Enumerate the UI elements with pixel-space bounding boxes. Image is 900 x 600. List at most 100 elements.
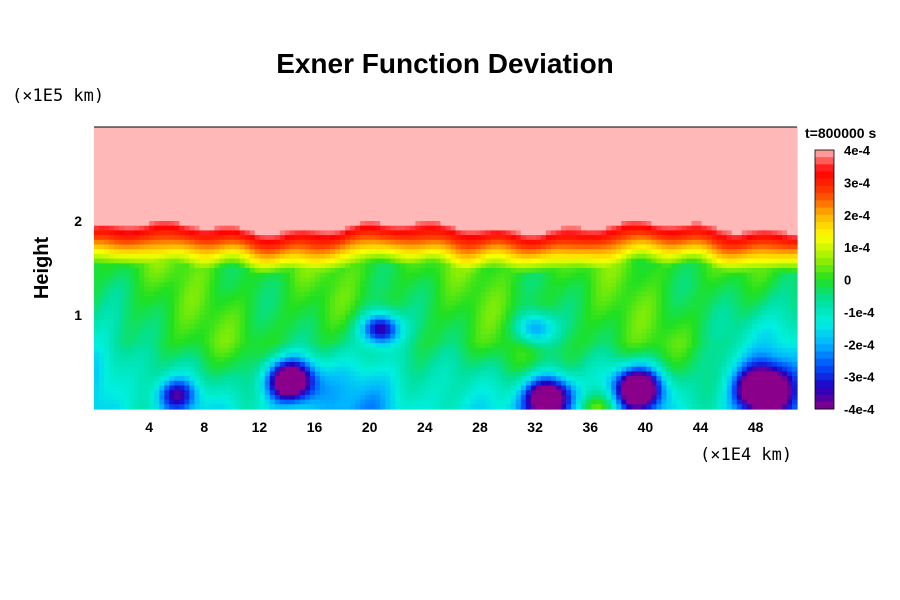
heatmap-cell (530, 230, 537, 236)
heatmap-cell (380, 235, 386, 241)
heatmap-cell (109, 277, 115, 283)
heatmap-cell (505, 216, 512, 222)
heatmap-cell (606, 202, 612, 208)
heatmap-cell (199, 202, 206, 208)
heatmap-cell (299, 141, 306, 147)
heatmap-cell (139, 244, 145, 250)
heatmap-cell (641, 164, 647, 170)
heatmap-cell (249, 221, 256, 227)
heatmap-cell (576, 150, 582, 156)
heatmap-cell (264, 155, 271, 161)
heatmap-cell (686, 253, 693, 260)
heatmap-cell (405, 202, 411, 208)
heatmap-cell (711, 235, 718, 241)
heatmap-cell (239, 192, 246, 199)
heatmap-cell (566, 244, 572, 250)
heatmap-cell (616, 202, 622, 208)
heatmap-cell (234, 258, 241, 264)
heatmap-cell (560, 197, 567, 203)
heatmap-cell (746, 159, 753, 166)
heatmap-cell (254, 206, 261, 213)
heatmap-cell (214, 282, 221, 288)
heatmap-cell (209, 263, 216, 269)
heatmap-cell (761, 258, 768, 264)
heatmap-cell (586, 188, 592, 194)
heatmap-cell (686, 188, 693, 194)
heatmap-cell (304, 164, 311, 170)
heatmap-cell (555, 155, 562, 161)
heatmap-cell (621, 155, 627, 161)
heatmap-cell (154, 141, 160, 147)
heatmap-cell (440, 286, 447, 293)
heatmap-cell (134, 225, 140, 231)
heatmap-cell (420, 249, 427, 255)
heatmap-cell (751, 272, 758, 278)
heatmap-cell (646, 155, 652, 161)
heatmap-cell (134, 230, 140, 236)
heatmap-cell (254, 286, 261, 293)
heatmap-cell (731, 164, 738, 170)
heatmap-cell (340, 277, 346, 283)
heatmap-cell (535, 202, 542, 208)
heatmap-cell (299, 183, 306, 189)
heatmap-cell (465, 272, 472, 278)
heatmap-cell (666, 258, 673, 264)
heatmap-cell (204, 216, 211, 222)
heatmap-cell (249, 183, 256, 189)
heatmap-cell (289, 131, 296, 137)
heatmap-cell (234, 164, 241, 170)
heatmap-cell (606, 131, 612, 137)
heatmap-cell (560, 286, 567, 293)
heatmap-cell (365, 268, 371, 274)
heatmap-cell (99, 253, 105, 260)
heatmap-cell (676, 136, 683, 142)
heatmap-cell (515, 286, 522, 293)
heatmap-cell (154, 192, 160, 199)
heatmap-cell (540, 188, 547, 194)
heatmap-cell (390, 282, 396, 288)
heatmap-cell (530, 206, 537, 213)
heatmap-cell (109, 155, 115, 161)
heatmap-cell (646, 286, 652, 293)
heatmap-cell (149, 178, 155, 184)
heatmap-cell (515, 235, 522, 241)
heatmap-cell (370, 197, 376, 203)
heatmap-cell (114, 155, 120, 161)
heatmap-cell (616, 249, 622, 255)
heatmap-cell (94, 272, 100, 278)
heatmap-cell (335, 244, 341, 250)
heatmap-cell (274, 272, 281, 278)
heatmap-cell (671, 249, 678, 255)
heatmap-cell (314, 272, 321, 278)
heatmap-cell (711, 211, 718, 217)
heatmap-cell (626, 211, 632, 217)
heatmap-cell (214, 235, 221, 241)
heatmap-cell (184, 141, 191, 147)
heatmap-cell (711, 225, 718, 231)
heatmap-cell (264, 253, 271, 260)
heatmap-cell (390, 206, 396, 213)
heatmap-cell (786, 159, 793, 166)
heatmap-cell (309, 221, 316, 227)
heatmap-cell (560, 164, 567, 170)
heatmap-cell (274, 183, 281, 189)
heatmap-cell (686, 178, 693, 184)
heatmap-cell (219, 225, 226, 231)
heatmap-cell (741, 258, 748, 264)
heatmap-cell (666, 131, 673, 137)
heatmap-cell (746, 131, 753, 137)
heatmap-cell (304, 277, 311, 283)
heatmap-cell (591, 249, 597, 255)
heatmap-cell (380, 155, 386, 161)
heatmap-cell (104, 131, 110, 137)
heatmap-cell (716, 150, 723, 156)
heatmap-cell (244, 230, 251, 236)
heatmap-cell (515, 202, 522, 208)
heatmap-cell (776, 159, 783, 166)
heatmap-cell (299, 235, 306, 241)
heatmap-cell (646, 225, 652, 231)
heatmap-cell (651, 244, 657, 250)
heatmap-cell (691, 131, 698, 137)
heatmap-cell (94, 216, 100, 222)
heatmap-cell (400, 145, 406, 152)
